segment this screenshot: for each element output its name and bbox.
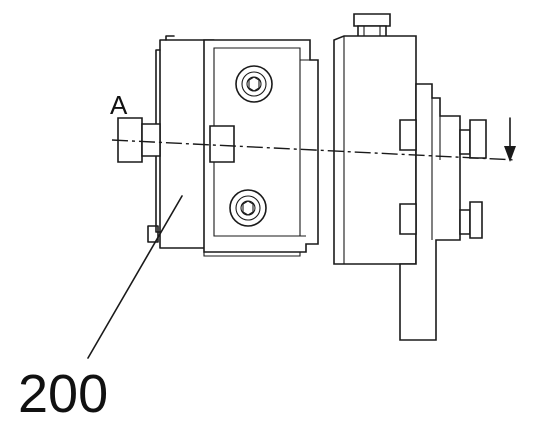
part-number-label: 200 — [18, 364, 108, 421]
leader-line — [87, 195, 183, 359]
right-bracket — [333, 13, 487, 341]
hex-socket-screw-icon — [235, 65, 273, 103]
hex-socket-screw-icon — [229, 189, 267, 227]
left-pin-stub — [117, 117, 161, 163]
section-arrow-icon — [504, 117, 516, 162]
section-marker-label: A — [110, 90, 128, 120]
center-pin-stub — [209, 125, 235, 163]
center-axis-line — [111, 139, 517, 161]
